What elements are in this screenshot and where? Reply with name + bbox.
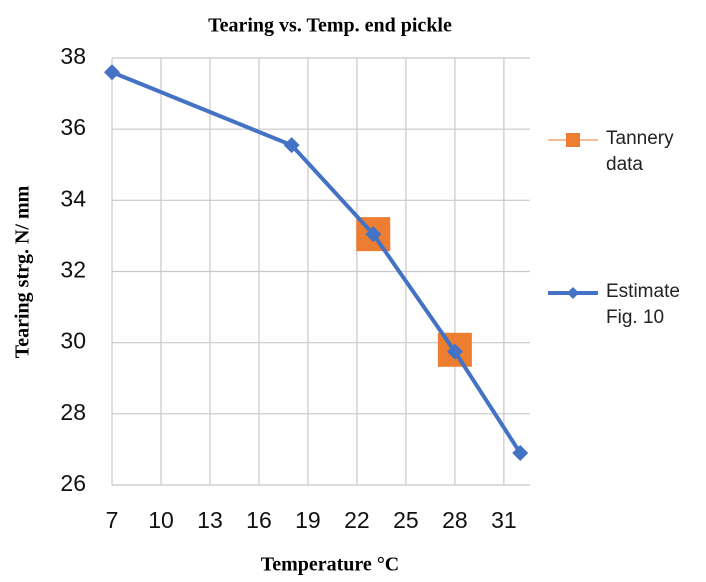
x-axis-label: Temperature °C [261, 554, 400, 576]
y-tick-label: 36 [60, 114, 86, 140]
y-tick-label: 28 [60, 399, 86, 425]
y-tick-label: 34 [60, 185, 86, 211]
legend-swatch-marker [567, 287, 579, 299]
x-tick-label: 22 [344, 507, 370, 533]
data-point [283, 137, 300, 154]
x-tick-label: 28 [442, 507, 468, 533]
x-tick-label: 19 [295, 507, 321, 533]
chart-title: Tearing vs. Temp. end pickle [208, 15, 452, 37]
x-tick-label: 16 [246, 507, 272, 533]
x-tick-label: 7 [106, 507, 119, 533]
x-tick-label: 10 [148, 507, 174, 533]
y-tick-label: 32 [60, 257, 86, 283]
y-tick-label: 26 [60, 470, 86, 496]
legend-label: Estimate Fig. 10 [606, 281, 680, 328]
legend-swatch-marker [566, 133, 580, 147]
data-point [446, 343, 463, 360]
data-point [365, 226, 382, 243]
y-axis-label: Tearing strg. N/ mm [12, 185, 34, 358]
y-tick-label: 38 [60, 43, 86, 69]
x-tick-label: 13 [197, 507, 223, 533]
x-tick-label: 25 [393, 507, 419, 533]
data-point [104, 64, 120, 81]
legend-label: Tannery data [606, 128, 674, 175]
x-tick-label: 31 [491, 507, 517, 533]
y-tick-label: 30 [60, 328, 86, 354]
data-point [512, 444, 529, 461]
